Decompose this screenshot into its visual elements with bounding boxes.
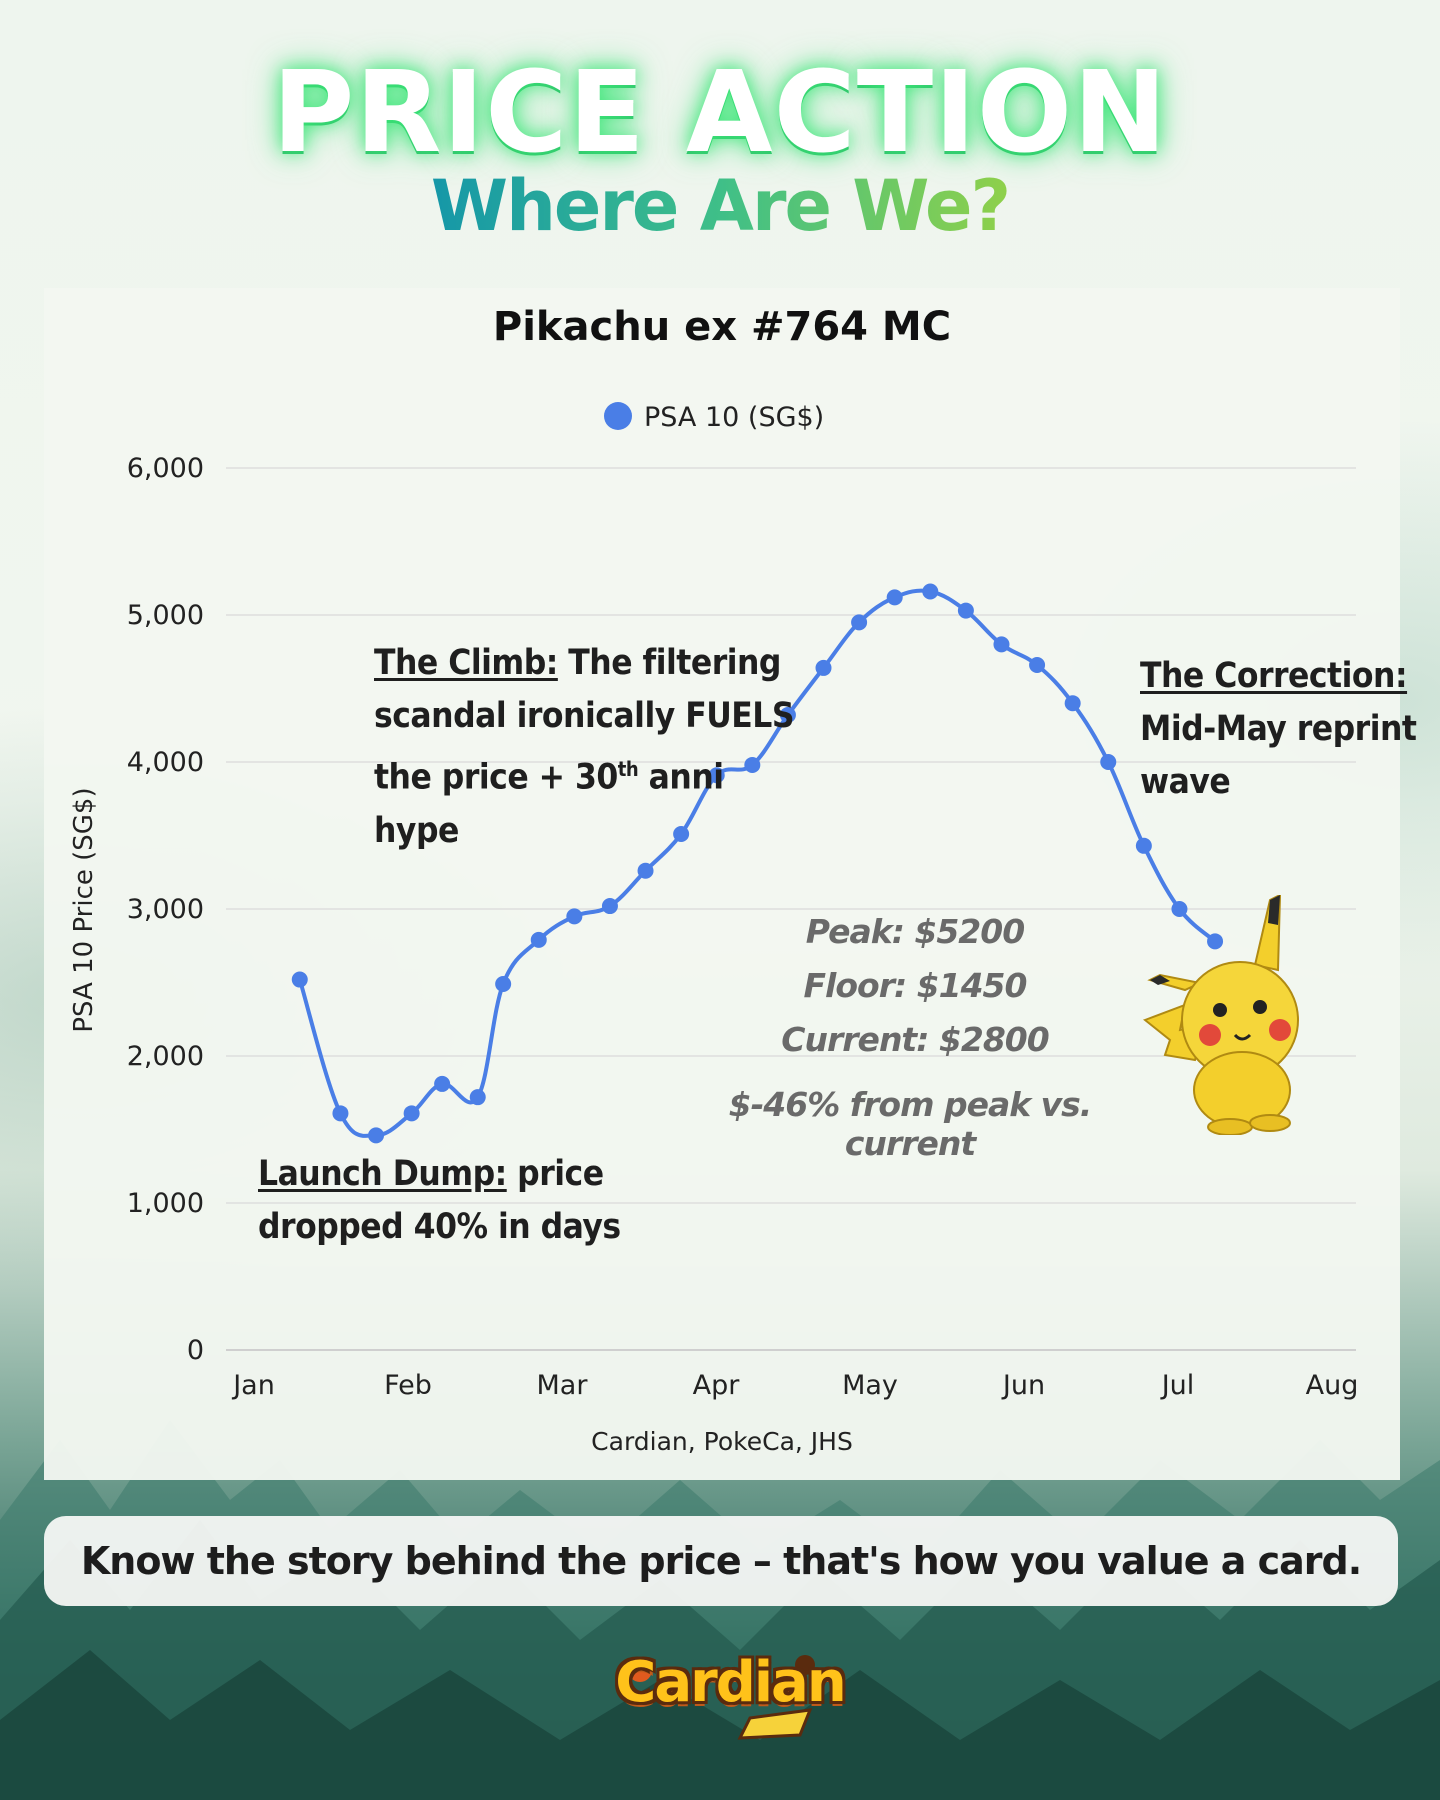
data-point[interactable] xyxy=(368,1127,385,1144)
price-chart: Pikachu ex #764 MC PSA 10 (SG$) PSA 10 P… xyxy=(69,304,1358,1456)
data-point[interactable] xyxy=(744,756,761,773)
correction-text-2: wave xyxy=(1140,762,1231,802)
series-points xyxy=(291,583,1224,1144)
launch-text-1: price xyxy=(506,1154,604,1194)
data-point[interactable] xyxy=(922,583,939,600)
data-point[interactable] xyxy=(851,614,868,631)
y-tick-label: 5,000 xyxy=(127,600,204,631)
x-tick-label: May xyxy=(842,1370,898,1401)
y-axis-ticks: 0 1,000 2,000 3,000 4,000 5,000 6,000 xyxy=(127,453,204,1366)
data-point[interactable] xyxy=(1064,695,1081,712)
y-tick-label: 2,000 xyxy=(127,1041,204,1072)
x-axis-ticks: Jan Feb Mar Apr May Jun Jul Aug xyxy=(231,1370,1358,1401)
x-tick-label: Aug xyxy=(1306,1370,1359,1401)
x-tick-label: Jan xyxy=(231,1370,275,1401)
legend-marker xyxy=(604,402,632,430)
y-tick-label: 1,000 xyxy=(127,1188,204,1219)
tagline-banner: Know the story behind the price – that's… xyxy=(44,1516,1398,1606)
data-point[interactable] xyxy=(1207,933,1224,950)
data-point[interactable] xyxy=(530,931,547,948)
stat-floor: Floor: $1450 xyxy=(803,966,1028,1005)
climb-text-4: hype xyxy=(374,810,459,851)
annotation-the-climb: The Climb: The filtering scandal ironica… xyxy=(374,637,795,858)
pikachu-illustration xyxy=(1143,895,1299,1135)
subtitle-text: Where Are We? xyxy=(430,165,1011,247)
x-tick-label: Jun xyxy=(1001,1370,1045,1401)
data-point[interactable] xyxy=(291,971,308,988)
correction-heading: The Correction: xyxy=(1140,656,1408,696)
launch-heading: Launch Dump: xyxy=(258,1154,507,1194)
data-point[interactable] xyxy=(1171,901,1188,917)
y-tick-label: 3,000 xyxy=(127,894,204,925)
annotation-the-correction: The Correction: Mid-May reprint wave xyxy=(1140,650,1417,809)
data-point[interactable] xyxy=(637,862,654,879)
page-title: PRICE ACTION xyxy=(272,48,1168,178)
source-label: Cardian, PokeCa, JHS xyxy=(591,1427,853,1456)
y-axis-label: PSA 10 Price (SG$) xyxy=(69,787,99,1032)
data-point[interactable] xyxy=(779,706,796,723)
y-tick-label: 6,000 xyxy=(127,453,204,484)
climb-superscript: th xyxy=(617,757,639,781)
data-point[interactable] xyxy=(886,589,903,606)
x-tick-label: Jul xyxy=(1160,1370,1195,1401)
data-point[interactable] xyxy=(1135,837,1152,854)
data-point[interactable] xyxy=(434,1075,451,1092)
chart-panel: Pikachu ex #764 MC PSA 10 (SG$) PSA 10 P… xyxy=(44,288,1400,1480)
correction-text-1: Mid-May reprint xyxy=(1140,709,1417,749)
data-point[interactable] xyxy=(1029,656,1046,673)
annotation-launch-dump: Launch Dump: price dropped 40% in days xyxy=(258,1148,621,1254)
data-point[interactable] xyxy=(708,767,725,784)
launch-text-2: dropped 40% in days xyxy=(258,1207,621,1247)
price-stats: Peak: $5200 Floor: $1450 Current: $2800 xyxy=(760,905,1070,1067)
tagline-text: Know the story behind the price – that's… xyxy=(80,1539,1362,1583)
data-point[interactable] xyxy=(815,659,832,676)
y-tick-label: 4,000 xyxy=(127,747,204,778)
climb-text-2: scandal ironically FUELS xyxy=(374,696,795,736)
cardian-logo: Cardian xyxy=(615,1650,846,1715)
grid xyxy=(226,467,1356,1351)
legend-label[interactable]: PSA 10 (SG$) xyxy=(644,402,824,433)
data-point[interactable] xyxy=(957,602,974,619)
data-point[interactable] xyxy=(601,898,618,915)
stat-change: $-46% from peak vs. current xyxy=(728,1085,1093,1163)
data-point[interactable] xyxy=(469,1089,486,1106)
y-tick-label: 0 xyxy=(187,1335,204,1366)
cardian-logo-shapes xyxy=(628,1655,815,1740)
page-subtitle: Where Are We? xyxy=(0,165,1440,247)
data-point[interactable] xyxy=(566,908,583,925)
climb-text-3a: the price + 30 xyxy=(374,757,618,798)
data-point[interactable] xyxy=(993,636,1010,653)
x-tick-label: Feb xyxy=(384,1370,432,1401)
stat-current: Current: $2800 xyxy=(781,1020,1049,1059)
x-tick-label: Apr xyxy=(693,1370,741,1401)
data-point[interactable] xyxy=(673,826,690,843)
data-point[interactable] xyxy=(495,975,512,992)
x-tick-label: Mar xyxy=(537,1370,589,1401)
chart-title: Pikachu ex #764 MC xyxy=(493,304,951,350)
climb-text-1: The filtering xyxy=(557,643,781,683)
climb-text-3b: anni xyxy=(638,757,724,798)
data-point[interactable] xyxy=(1100,754,1117,770)
climb-heading: The Climb: xyxy=(374,643,558,683)
data-point[interactable] xyxy=(332,1105,349,1122)
data-point[interactable] xyxy=(403,1105,420,1122)
stat-peak: Peak: $5200 xyxy=(805,912,1025,951)
